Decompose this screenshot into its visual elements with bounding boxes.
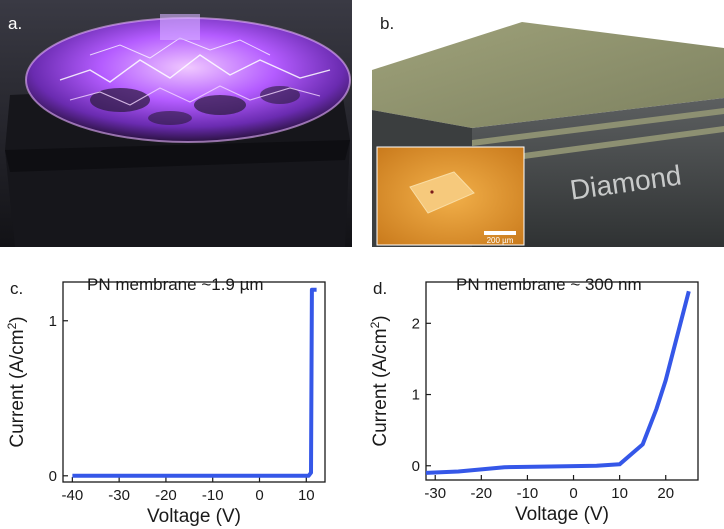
series-line-d bbox=[425, 290, 691, 475]
y-axis-label-d: Current (A/cm2) bbox=[368, 315, 391, 446]
x-tick-label-c: -10 bbox=[202, 487, 224, 504]
diamond-block-illustration: 200 µm Diamond bbox=[372, 22, 724, 247]
x-tick-label-c: 0 bbox=[255, 487, 263, 504]
chart-title-d: PN membrane ~ 300 nm bbox=[456, 275, 642, 294]
series-line-c bbox=[72, 287, 317, 478]
y-tick-label-c: 0 bbox=[49, 468, 57, 485]
plot-frame-d bbox=[425, 281, 699, 481]
x-tick-label-d: 0 bbox=[569, 485, 577, 502]
x-axis-label-c: Voltage (V) bbox=[147, 506, 241, 527]
y-tick-label-d: 0 bbox=[412, 458, 420, 475]
y-tick-label-d: 1 bbox=[412, 387, 420, 404]
y-tick-label-c: 1 bbox=[49, 313, 57, 330]
y-tick-label-d: 2 bbox=[412, 315, 420, 332]
y-axis-label-c: Current (A/cm2) bbox=[5, 316, 28, 447]
x-tick-label-c: -40 bbox=[62, 487, 84, 504]
x-tick-label-c: 10 bbox=[298, 487, 315, 504]
plasma-reactor-photo: a. bbox=[0, 0, 352, 247]
panel-label-a: a. bbox=[8, 14, 23, 33]
x-tick-label-d: -10 bbox=[517, 485, 539, 502]
plasma-dome-illustration bbox=[0, 0, 352, 247]
plot-frame-c bbox=[62, 281, 326, 483]
panel-label-b: b. bbox=[380, 14, 395, 33]
x-tick-label-c: -30 bbox=[108, 487, 130, 504]
panel-label-c: c. bbox=[10, 279, 23, 298]
chart-title-c: PN membrane ~1.9 µm bbox=[87, 275, 264, 294]
x-tick-label-d: 10 bbox=[611, 485, 628, 502]
x-axis-label-d: Voltage (V) bbox=[515, 504, 609, 525]
x-tick-label-c: -20 bbox=[155, 487, 177, 504]
x-tick-label-d: -30 bbox=[424, 485, 446, 502]
diamond-block-render: 200 µm Diamond b. bbox=[372, 0, 724, 247]
panel-label-d: d. bbox=[373, 279, 387, 298]
x-tick-label-d: -20 bbox=[470, 485, 492, 502]
x-tick-label-d: 20 bbox=[657, 485, 674, 502]
scale-bar-label: 200 µm bbox=[487, 236, 514, 245]
